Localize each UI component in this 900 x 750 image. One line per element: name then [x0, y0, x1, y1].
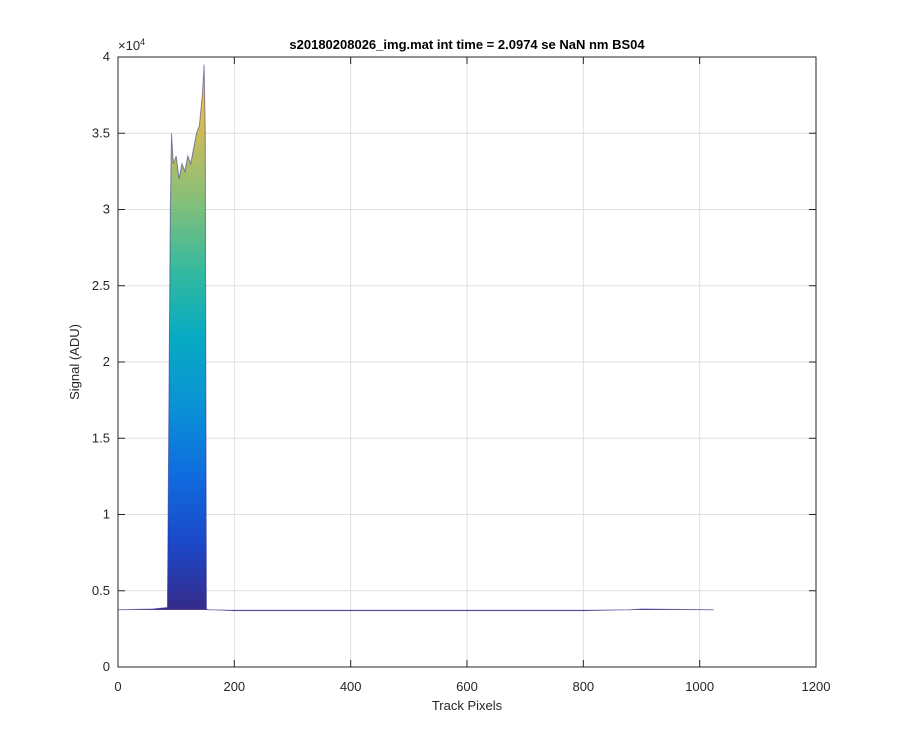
signal-point [202, 95, 203, 96]
signal-point [176, 156, 177, 157]
signal-point [211, 609, 212, 610]
x-tick-label: 0 [114, 679, 121, 694]
signal-point [179, 179, 180, 180]
y-tick-label: 2 [103, 354, 110, 369]
y-tick-label: 3.5 [92, 125, 110, 140]
signal-point [184, 171, 185, 172]
signal-point [173, 163, 174, 164]
signal-point [670, 609, 671, 610]
signal-area-series [118, 64, 714, 611]
y-tick-label: 2.5 [92, 278, 110, 293]
signal-point [467, 610, 468, 611]
series-layer [117, 64, 714, 612]
signal-point [583, 610, 584, 611]
y-axis-label: Signal (ADU) [67, 324, 82, 400]
signal-point [193, 148, 194, 149]
x-tick-label: 800 [572, 679, 594, 694]
signal-point [699, 609, 700, 610]
signal-point [629, 609, 630, 610]
signal-point [204, 64, 205, 65]
x-tick-label: 600 [456, 679, 478, 694]
signal-point [206, 609, 207, 610]
signal-point [167, 607, 168, 608]
signal-point [208, 609, 209, 610]
x-tick-label: 1000 [685, 679, 714, 694]
y-tick-label: 1.5 [92, 430, 110, 445]
x-axis-label: Track Pixels [432, 698, 503, 713]
x-tick-label: 1200 [802, 679, 831, 694]
signal-point [350, 610, 351, 611]
x-tick-label: 400 [340, 679, 362, 694]
signal-point [171, 133, 172, 134]
signal-point [713, 609, 714, 610]
y-exponent-base: ×10 [118, 38, 140, 53]
chart-title: s20180208026_img.mat int time = 2.0974 s… [289, 37, 645, 52]
signal-line-series [117, 64, 714, 612]
signal-point [205, 133, 206, 134]
signal-point [199, 125, 200, 126]
signal-point [170, 209, 171, 210]
signal-point [153, 609, 154, 610]
signal-point [234, 610, 235, 611]
signal-point [641, 609, 642, 610]
signal-point [190, 163, 191, 164]
signal-point [187, 156, 188, 157]
y-tick-label: 1 [103, 507, 110, 522]
x-tick-label: 200 [223, 679, 245, 694]
y-tick-label: 3 [103, 202, 110, 217]
y-tick-label: 4 [103, 49, 110, 64]
y-tick-label: 0.5 [92, 583, 110, 598]
y-tick-label: 0 [103, 659, 110, 674]
y-exponent-power: 4 [140, 37, 145, 47]
signal-point [196, 133, 197, 134]
tick-layer: 0 200 400 600 800 1000 1200 0 0.5 1 1.5 2 2.5 3 3.5 4 [92, 49, 831, 694]
signal-point [182, 163, 183, 164]
y-exponent-label: ×104 [118, 37, 145, 53]
